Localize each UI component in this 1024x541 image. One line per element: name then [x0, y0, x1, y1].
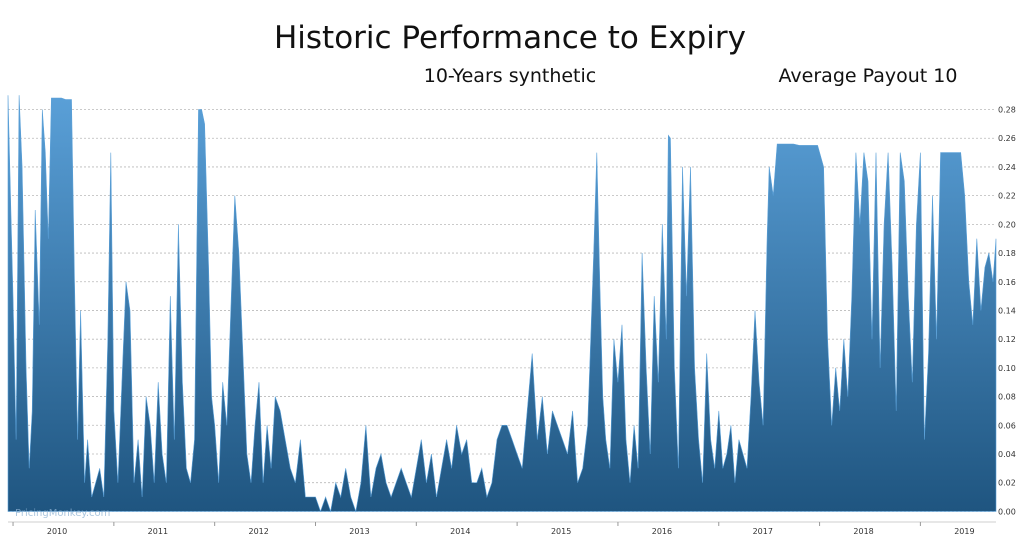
y-tick-label: 0.22: [998, 192, 1016, 201]
x-axis: 2010 2011 2012 2013 2014 2015 2016 2017 2018 2019: [8, 521, 996, 536]
y-tick-label: 0.08: [998, 393, 1016, 402]
x-tick-label: 2015: [551, 527, 571, 536]
x-tick-label: 2014: [450, 527, 470, 536]
x-tick-label: 2010: [47, 527, 67, 536]
x-tick-label: 2018: [853, 527, 873, 536]
x-tick-label: 2013: [349, 527, 369, 536]
y-tick-label: 0.26: [998, 134, 1016, 143]
chart-subtitle-right: Average Payout 10: [779, 65, 958, 87]
series-area: [7, 95, 997, 513]
chart-title: Historic Performance to Expiry: [274, 20, 746, 56]
y-tick-label: 0.12: [998, 335, 1016, 344]
x-tick-label: 2019: [954, 527, 974, 536]
chart-subtitle-left: 10-Years synthetic: [424, 65, 596, 87]
y-tick-label: 0.06: [998, 421, 1016, 430]
y-tick-label: 0.20: [998, 220, 1016, 229]
y-tick-label: 0.18: [998, 249, 1016, 258]
x-tick-label: 2011: [148, 527, 168, 536]
x-tick-label: 2012: [248, 527, 268, 536]
watermark-text: PricingMonkey.com: [15, 508, 110, 519]
x-tick-label: 2017: [753, 527, 773, 536]
y-tick-label: 0.02: [998, 479, 1016, 488]
y-tick-label: 0.24: [998, 163, 1016, 172]
y-tick-label: 0.10: [998, 364, 1016, 373]
y-tick-label: 0.00: [998, 507, 1016, 516]
y-axis: 0.00 0.02 0.04 0.06 0.08 0.10 0.12 0.14 0.16 0.18…: [998, 106, 1016, 517]
x-tick-label: 2016: [652, 527, 672, 536]
y-tick-label: 0.04: [998, 450, 1016, 459]
series-area-group: [7, 95, 997, 513]
y-tick-label: 0.14: [998, 306, 1016, 315]
y-tick-label: 0.28: [998, 106, 1016, 115]
y-tick-label: 0.16: [998, 278, 1016, 287]
